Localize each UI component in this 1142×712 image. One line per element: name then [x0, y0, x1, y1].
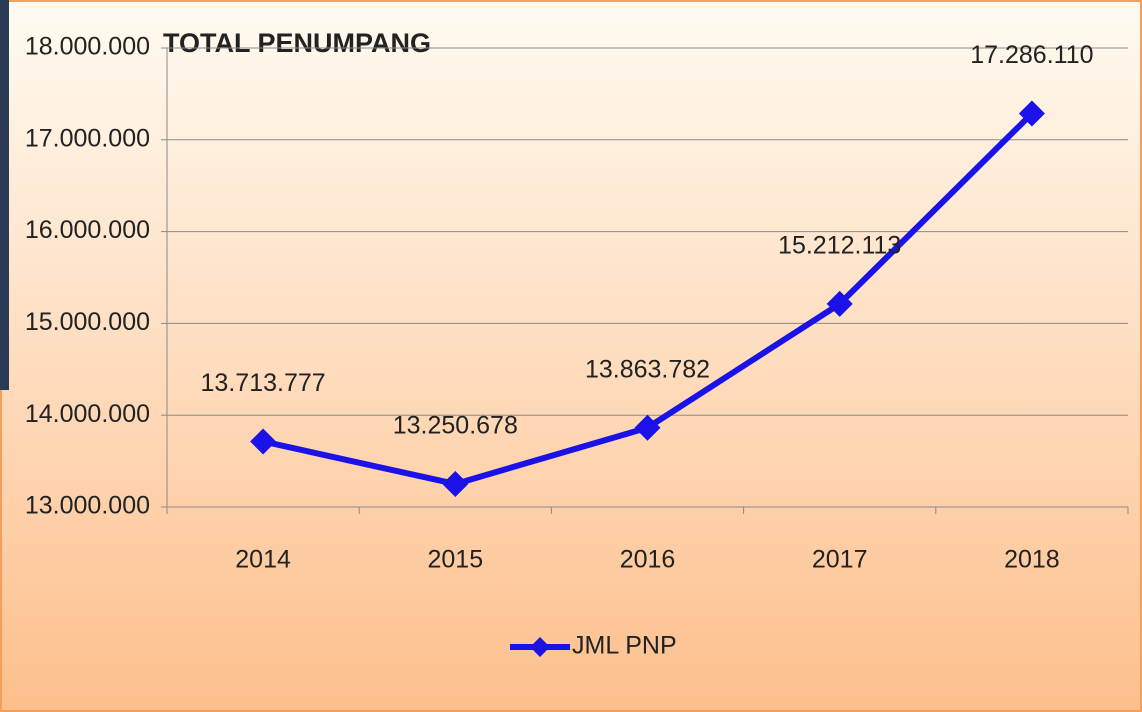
data-point — [634, 414, 661, 441]
data-point — [826, 290, 853, 317]
y-tick-label: 16.000.000 — [25, 216, 150, 244]
y-tick-label: 17.000.000 — [25, 124, 150, 152]
y-tick-label: 18.000.000 — [25, 33, 150, 61]
data-point — [442, 470, 469, 497]
data-label: 13.863.782 — [585, 355, 710, 383]
x-tick-label: 2018 — [1004, 546, 1060, 574]
y-tick-label: 15.000.000 — [25, 308, 150, 336]
data-label: 13.250.678 — [393, 412, 518, 440]
x-tick-label: 2015 — [427, 546, 483, 574]
legend-marker — [530, 637, 550, 657]
data-label: 13.713.777 — [201, 369, 326, 397]
edge-strip — [0, 0, 9, 390]
data-point — [1018, 100, 1045, 127]
y-tick-label: 13.000.000 — [25, 492, 150, 520]
x-tick-label: 2017 — [812, 546, 868, 574]
data-label: 17.286.110 — [970, 41, 1093, 69]
data-label: 15.212.113 — [778, 232, 901, 260]
data-point — [250, 428, 277, 455]
x-tick-label: 2016 — [620, 546, 676, 574]
chart-title: TOTAL PENUMPANG — [163, 28, 431, 58]
legend-label: JML PNP — [572, 632, 677, 660]
x-tick-label: 2014 — [235, 546, 291, 574]
y-tick-label: 14.000.000 — [25, 400, 150, 428]
